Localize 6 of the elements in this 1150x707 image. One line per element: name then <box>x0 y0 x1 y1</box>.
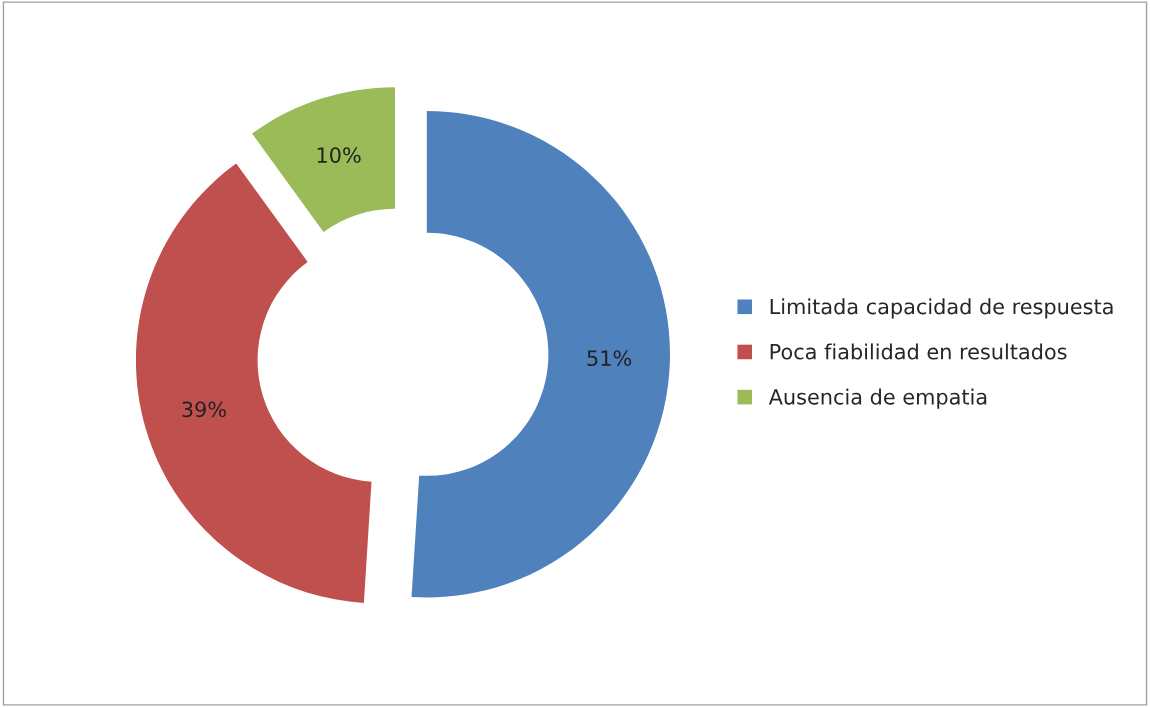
data-label: 51% <box>587 350 632 367</box>
legend-label: Limitada capacidad de respuesta <box>770 298 1113 319</box>
data-label: 10% <box>317 147 361 163</box>
legend-label: Poca fiabilidad en resultados <box>770 343 1067 360</box>
legend-label: Ausencia de empatia <box>768 388 987 409</box>
data-label: 39% <box>182 401 226 418</box>
